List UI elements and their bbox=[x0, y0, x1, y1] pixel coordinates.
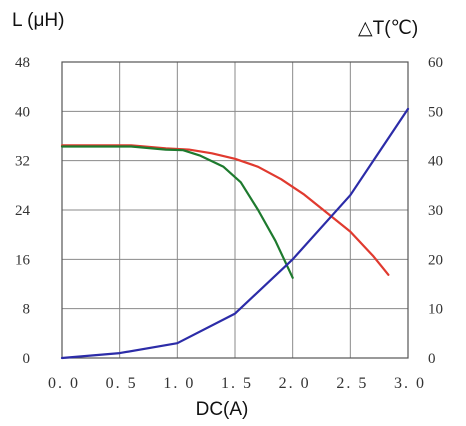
inductance-curve-red bbox=[60, 144, 390, 276]
x-axis-title: DC(A) bbox=[196, 399, 249, 420]
y-tick-label-left: 40 bbox=[15, 104, 30, 120]
y-tick-label-left: 8 bbox=[23, 302, 31, 318]
y-tick-label-right: 60 bbox=[428, 55, 443, 71]
x-tick-label: 0. 5 bbox=[106, 375, 138, 392]
tick-labels: 0. 0 0. 5 1. 0 1. 5 2. 0 2. 5 3. 0081624324048… bbox=[15, 55, 443, 392]
y-tick-label-left: 48 bbox=[15, 55, 30, 71]
y-axis-left-title: L (μH) bbox=[12, 10, 64, 31]
y-tick-label-left: 24 bbox=[15, 203, 31, 219]
y-axis-right-title: △T(℃) bbox=[358, 18, 418, 39]
series-layer bbox=[60, 107, 410, 360]
y-tick-label-right: 50 bbox=[428, 104, 443, 120]
temperature-rise-curve bbox=[60, 107, 410, 360]
x-tick-label: 2. 0 bbox=[279, 375, 311, 392]
y-tick-label-left: 32 bbox=[15, 154, 30, 170]
plot-frame bbox=[61, 61, 409, 359]
y-tick-label-right: 10 bbox=[428, 302, 443, 318]
x-tick-label: 1. 5 bbox=[221, 375, 253, 392]
y-tick-label-right: 0 bbox=[428, 351, 436, 367]
x-tick-label: 1. 0 bbox=[163, 375, 195, 392]
y-tick-label-right: 30 bbox=[428, 203, 443, 219]
x-tick-label: 3. 0 bbox=[394, 375, 426, 392]
y-tick-label-left: 16 bbox=[15, 252, 31, 268]
y-tick-label-left: 0 bbox=[23, 351, 31, 367]
x-tick-label: 2. 5 bbox=[336, 375, 368, 392]
inductance-curve-green bbox=[60, 145, 294, 279]
x-tick-label: 0. 0 bbox=[48, 375, 80, 392]
y-tick-label-right: 40 bbox=[428, 154, 443, 170]
y-tick-label-right: 20 bbox=[428, 252, 443, 268]
